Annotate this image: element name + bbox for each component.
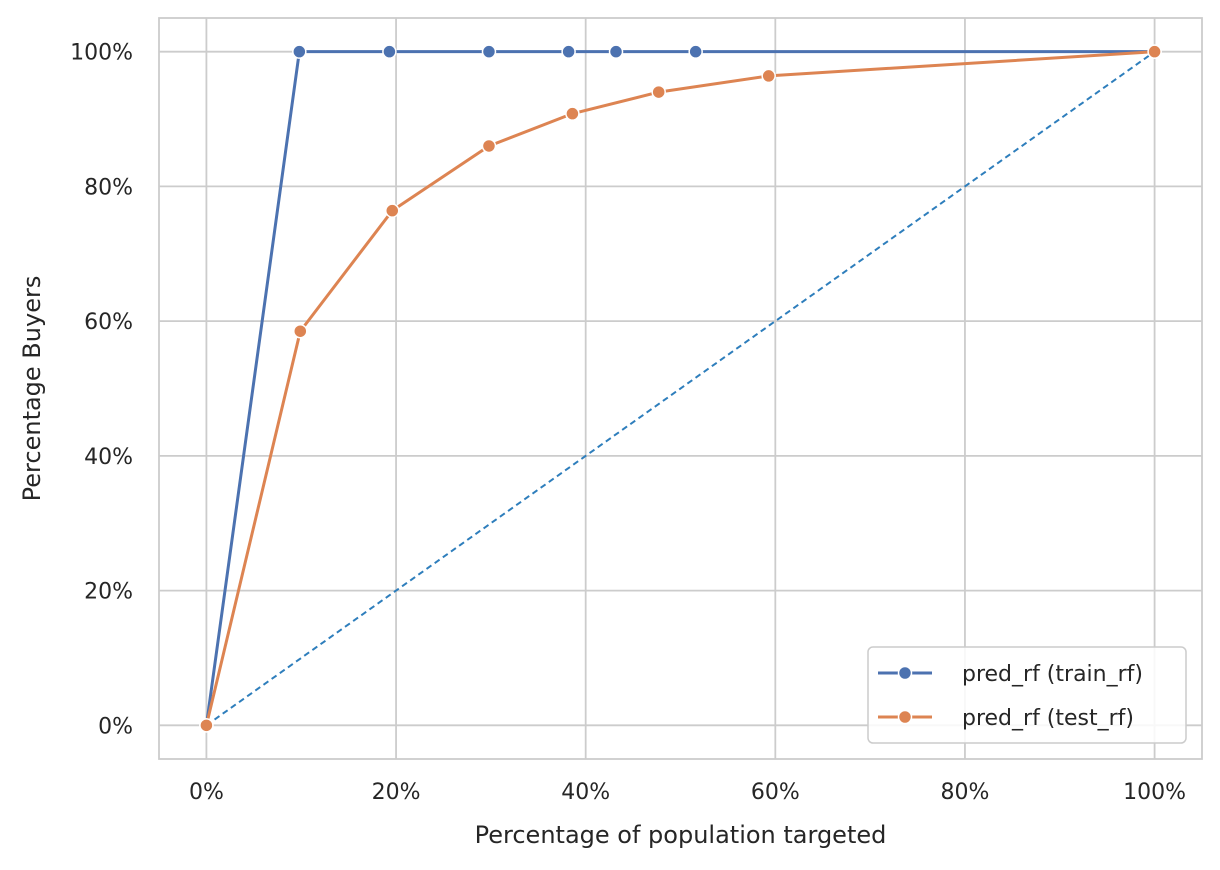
y-tick-label: 100% [70,41,133,66]
grid-lines [159,18,1202,759]
plot-frame [158,17,1203,760]
y-tick-labels: 0% 20% 40% 60% 80% 100% [70,41,133,740]
data-point [382,44,397,59]
data-point [481,44,497,59]
x-tick-label: 60% [751,780,800,805]
reference-diagonal-line [205,50,1156,727]
x-tick-labels: 0% 20% 40% 60% 80% 100% [189,780,1186,805]
legend-marker [897,665,913,681]
series-2 [199,44,1162,733]
legend-marker [897,709,913,725]
y-tick-label: 20% [84,580,133,605]
data-point [565,106,580,121]
x-axis-title: Percentage of population targeted [475,821,887,849]
series-line [204,50,1155,726]
y-axis-title: Percentage Buyers [18,276,46,502]
data-point [292,44,307,59]
legend-label: pred_rf (test_rf) [962,706,1134,731]
data-point [608,44,624,59]
x-tick-label: 0% [189,780,224,805]
legend-box [867,646,1187,744]
series-group [199,44,1162,733]
legend: pred_rf (train_rf) pred_rf (test_rf) [867,646,1187,744]
data-point [481,138,497,154]
data-point [1147,44,1162,59]
data-point [761,68,776,84]
series-1 [199,44,1162,733]
legend-label: pred_rf (train_rf) [962,662,1143,687]
data-point [293,323,308,339]
y-tick-label: 80% [84,175,133,200]
data-point [561,44,576,59]
data-point [651,84,666,100]
x-tick-label: 80% [941,780,990,805]
data-point [385,203,400,218]
x-tick-label: 20% [372,780,421,805]
y-tick-label: 0% [98,714,133,739]
series-line [204,50,1155,726]
y-tick-label: 40% [84,445,133,470]
x-tick-label: 40% [561,780,610,805]
reference-line-group [205,50,1156,727]
data-point [199,718,214,733]
data-point [688,44,703,59]
x-tick-label: 100% [1123,780,1186,805]
y-tick-label: 60% [84,310,133,335]
